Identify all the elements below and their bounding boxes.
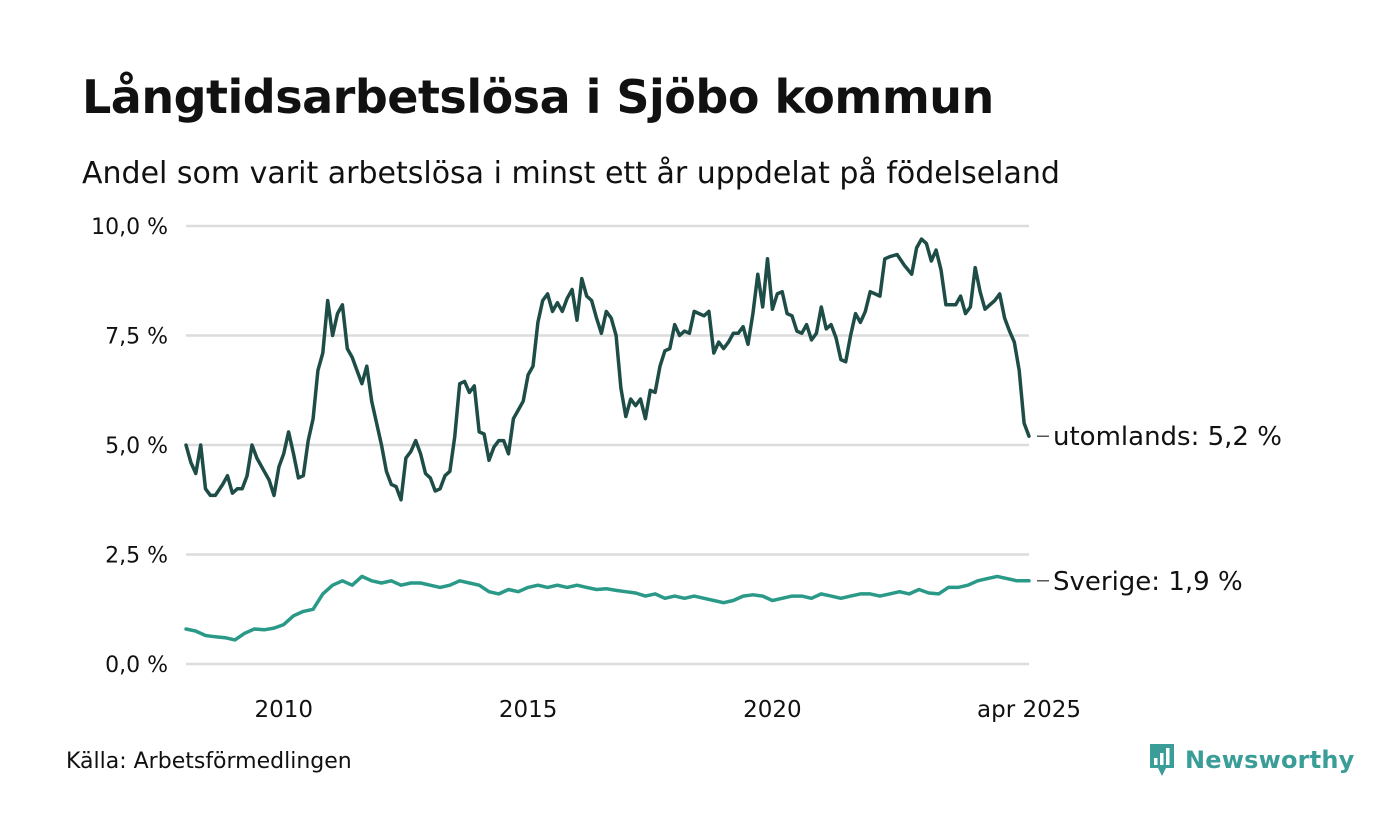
chart-title: Långtidsarbetslösa i Sjöbo kommun bbox=[82, 70, 994, 124]
y-tick-label: 10,0 % bbox=[91, 215, 168, 240]
source-note: Källa: Arbetsförmedlingen bbox=[66, 749, 352, 774]
grid-lines bbox=[186, 224, 1029, 666]
y-tick-label: 5,0 % bbox=[105, 434, 168, 459]
x-tick-label: apr 2025 bbox=[977, 697, 1081, 723]
x-axis-tick-labels: 2010 2015 2020 apr 2025 bbox=[254, 697, 1081, 723]
series-line-sverige bbox=[184, 574, 1031, 642]
series-lines bbox=[184, 237, 1031, 642]
x-tick-label: 2015 bbox=[499, 697, 558, 723]
series-end-label: utomlands: 5,2 % bbox=[1053, 422, 1282, 452]
y-tick-label: 2,5 % bbox=[105, 544, 168, 569]
series-end-label: Sverige: 1,9 % bbox=[1053, 567, 1243, 597]
newsworthy-logo-icon bbox=[1150, 744, 1174, 776]
brand-logo: Newsworthy bbox=[1148, 742, 1355, 778]
series-line-utomlands bbox=[184, 237, 1031, 502]
y-tick-label: 0,0 % bbox=[105, 653, 168, 678]
x-tick-label: 2010 bbox=[254, 697, 313, 723]
brand-name: Newsworthy bbox=[1185, 746, 1355, 774]
series-end-labels: utomlands: 5,2 % Sverige: 1,9 % bbox=[1037, 422, 1282, 597]
y-axis-tick-labels: 0,0 % 2,5 % 5,0 % 7,5 % 10,0 % bbox=[91, 215, 168, 678]
y-tick-label: 7,5 % bbox=[105, 325, 168, 350]
x-tick-label: 2020 bbox=[743, 697, 802, 723]
chart-subtitle: Andel som varit arbetslösa i minst ett å… bbox=[82, 156, 1060, 191]
